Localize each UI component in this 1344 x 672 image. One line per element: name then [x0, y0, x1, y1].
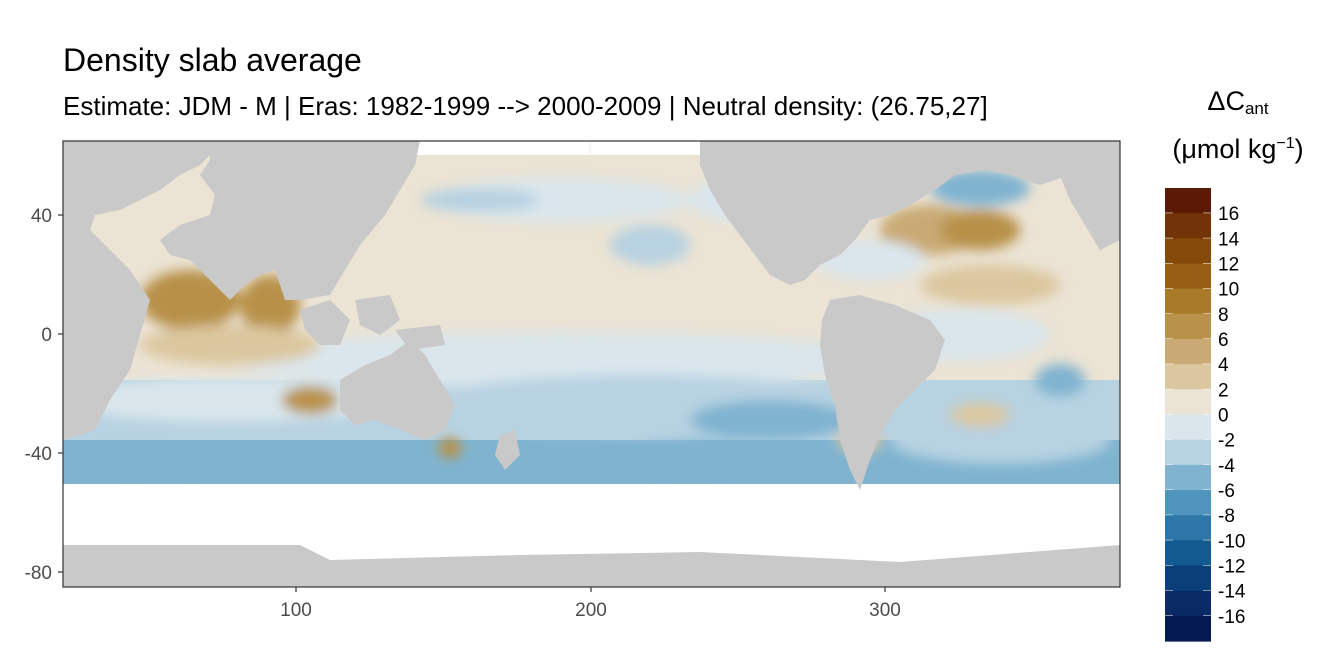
legend-label: -16 — [1218, 607, 1245, 628]
field-patch-atlantic-low — [1035, 364, 1085, 396]
legend-label: 0 — [1218, 406, 1229, 427]
y-tick-label-40: 40 — [31, 206, 52, 227]
field-patch-south-atlantic-pos — [950, 403, 1010, 427]
x-axis: 100 200 300 — [280, 587, 901, 621]
x-tick-label-200: 200 — [575, 600, 607, 621]
page-subtitle: Estimate: JDM - M | Eras: 1982-1999 --> … — [63, 91, 988, 121]
legend-swatch — [1165, 565, 1211, 592]
land-north-america — [700, 141, 1120, 285]
legend-swatch — [1165, 540, 1211, 567]
y-axis: 40 0 -40 -80 — [25, 206, 63, 584]
legend-label: -6 — [1218, 481, 1235, 502]
legend-unit-exponent: −1 — [1276, 135, 1295, 152]
legend-swatch — [1165, 515, 1211, 541]
legend-swatch — [1165, 364, 1211, 390]
legend-swatch — [1165, 238, 1211, 265]
ocean-field — [63, 141, 1120, 587]
field-patch-leeuwin — [282, 386, 338, 414]
legend-swatch — [1165, 188, 1211, 214]
legend-label: 10 — [1218, 280, 1239, 301]
field-patch-tasman — [438, 438, 462, 458]
field-patch-na-positive2 — [940, 210, 1020, 250]
field-patch-indian-low — [70, 451, 190, 479]
legend-label: -4 — [1218, 456, 1235, 477]
land-antarctica — [63, 545, 1120, 587]
legend-label: -2 — [1218, 431, 1235, 452]
field-patch-north-pacific-low — [610, 225, 690, 265]
map-panel — [62, 140, 1121, 588]
land-africa — [63, 141, 210, 440]
legend-label: -12 — [1218, 557, 1245, 578]
field-patch-labrador — [930, 170, 1030, 206]
legend-title-subscript: ant — [1244, 99, 1269, 118]
x-tick-label-100: 100 — [280, 600, 312, 621]
legend-label: 8 — [1218, 305, 1229, 326]
land-south-america — [820, 295, 945, 490]
legend-label: 2 — [1218, 380, 1229, 401]
legend-swatch — [1165, 339, 1211, 365]
land-europe-greenland — [1020, 141, 1120, 250]
legend-labels: 16 14 12 10 8 6 4 2 0 -2 -4 -6 -8 -10 -12 -14 -16 — [1218, 204, 1246, 628]
page-title: Density slab average — [63, 42, 362, 78]
legend-label: 14 — [1218, 229, 1240, 250]
legend-colorbar — [1165, 188, 1211, 642]
legend-swatch — [1165, 213, 1211, 239]
field-patch-atlantic-south-band — [890, 416, 1110, 464]
legend-swatch — [1165, 389, 1211, 416]
legend-swatch — [1165, 439, 1211, 466]
ocean-field-anomalies — [63, 170, 1110, 479]
legend-label: -8 — [1218, 506, 1235, 527]
legend-label: 16 — [1218, 204, 1239, 225]
y-tick-label-minus80: -80 — [25, 563, 52, 584]
field-patch-south-pacific-low — [690, 400, 850, 440]
legend-title-symbol: ΔC — [1207, 86, 1245, 116]
legend-label: 12 — [1218, 255, 1239, 276]
x-tick-label-300: 300 — [869, 600, 901, 621]
legend-unit-prefix: (μmol kg — [1172, 134, 1277, 164]
field-patch-na-tropics — [920, 265, 1060, 305]
legend-swatch — [1165, 490, 1211, 516]
land-borneo — [355, 295, 400, 335]
legend-unit-suffix: ) — [1294, 134, 1304, 164]
legend-swatch — [1165, 414, 1211, 441]
land-new-zealand — [495, 430, 520, 470]
land-eurasia — [160, 141, 420, 300]
legend-title-variable: ΔCant — [1158, 86, 1318, 119]
legend-label: -14 — [1218, 582, 1246, 603]
legend-title-unit: (μmol kg−1) — [1158, 134, 1318, 165]
no-data-antarctic-shelf — [63, 500, 1120, 562]
legend-label: 4 — [1218, 355, 1229, 376]
legend-swatch — [1165, 263, 1211, 290]
y-tick-label-minus40: -40 — [25, 444, 52, 465]
field-patch-kuroshio — [420, 188, 540, 212]
land-sumatra — [300, 300, 350, 345]
field-patch-indian-eq — [140, 325, 320, 365]
legend-label: 6 — [1218, 330, 1229, 351]
legend-swatch — [1165, 288, 1211, 315]
y-tick-label-0: 0 — [41, 325, 52, 346]
legend-label: -10 — [1218, 531, 1245, 552]
land — [63, 141, 1120, 587]
field-patch-south-pacific-low2 — [630, 441, 750, 469]
legend-swatch — [1165, 615, 1211, 642]
legend-swatch — [1165, 464, 1211, 491]
land-australia — [340, 340, 455, 440]
legend-swatch — [1165, 313, 1211, 340]
legend-swatch — [1165, 590, 1211, 617]
